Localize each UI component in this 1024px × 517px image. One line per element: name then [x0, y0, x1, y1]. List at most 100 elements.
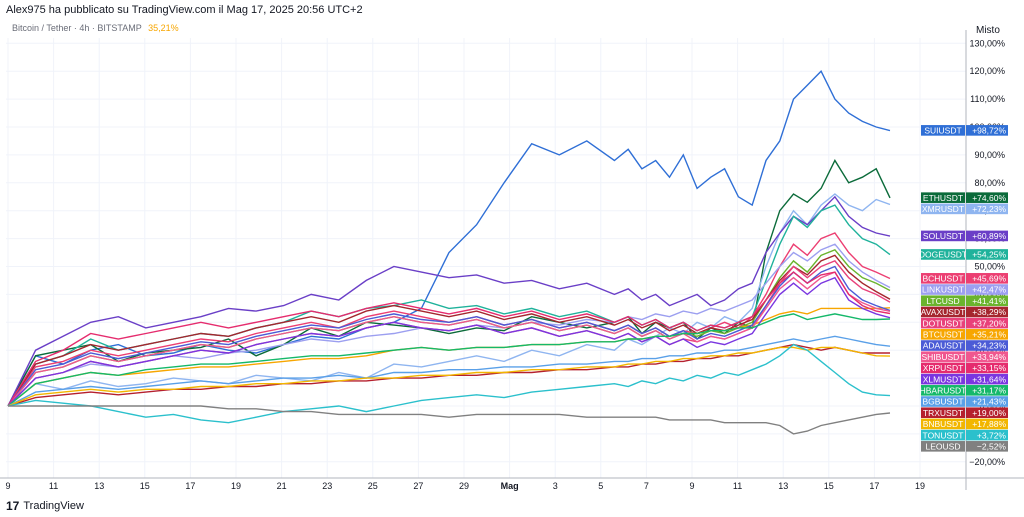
series-name-label: HBARUSDT — [920, 386, 967, 396]
x-tick-label: 27 — [413, 481, 423, 491]
series-value-tag — [966, 351, 1008, 363]
series-name-tag — [921, 306, 965, 318]
x-tick-label: 9 — [5, 481, 10, 491]
x-tick-label: 13 — [94, 481, 104, 491]
x-tick-label: 19 — [915, 481, 925, 491]
symbol-name: Bitcoin / Tether · 4h · BITSTAMP — [12, 23, 142, 33]
series-line-shibusdt — [7, 271, 891, 407]
x-tick-label: 17 — [869, 481, 879, 491]
y-tick-label: 50,00% — [974, 262, 1005, 272]
published-header: Alex975 ha pubblicato su TradingView.com… — [6, 4, 363, 16]
symbol-info[interactable]: Bitcoin / Tether · 4h · BITSTAMP 35,21% — [12, 23, 179, 33]
x-tick-label: 9 — [689, 481, 694, 491]
x-tick-label: 11 — [733, 481, 742, 491]
series-name-label: BTCUSDT — [923, 330, 963, 340]
series-name-label: BCHUSDT — [922, 274, 963, 284]
series-value-label: +17,88% — [972, 419, 1006, 429]
series-name-label: LINKUSDT — [922, 285, 964, 295]
series-value-tag — [966, 385, 1008, 396]
series-name-label: DOTUSDT — [922, 318, 963, 328]
series-line-linkusdt — [7, 243, 891, 407]
x-tick-label: 19 — [231, 481, 241, 491]
x-tick-label: 17 — [185, 481, 195, 491]
series-value-tag — [966, 373, 1008, 385]
series-value-tag — [966, 317, 1008, 329]
series-value-tag — [966, 441, 1008, 452]
series-value-label: +98,72% — [972, 126, 1006, 136]
tradingview-footer: 17 TradingView — [6, 499, 84, 513]
series-name-label: AVAXUSDT — [921, 307, 966, 317]
series-line-ltcusd — [7, 248, 891, 407]
x-tick-label: 25 — [368, 481, 378, 491]
series-name-tag — [921, 362, 965, 374]
series-line-ethusdt — [7, 159, 891, 407]
y-tick-label: 90,00% — [974, 150, 1005, 160]
x-tick-label: Mag — [501, 481, 519, 491]
tradingview-logo-icon: 17 — [6, 499, 20, 513]
series-name-label: BNBUSDT — [923, 419, 964, 429]
brand-name: TradingView — [23, 500, 84, 512]
series-value-label: +41,41% — [972, 296, 1006, 306]
symbol-change: 35,21% — [148, 23, 179, 33]
x-tick-label: 15 — [824, 481, 834, 491]
y-tick-label: 110,00% — [970, 94, 1005, 104]
series-name-tag — [921, 125, 965, 136]
series-value-tag — [966, 230, 1008, 242]
x-tick-label: 21 — [277, 481, 287, 491]
series-name-tag — [921, 385, 965, 396]
series-value-label: +31,17% — [972, 386, 1006, 396]
x-tick-label: 5 — [598, 481, 603, 491]
series-name-label: TONUSDT — [923, 430, 964, 440]
series-name-tag — [921, 295, 965, 307]
series-name-label: DOGEUSDT — [919, 250, 967, 260]
series-value-tag — [966, 192, 1008, 203]
series-line-tonusdt — [7, 343, 891, 424]
series-value-label: +74,60% — [972, 193, 1006, 203]
series-name-tag — [921, 192, 965, 203]
series-value-label: +31,64% — [972, 374, 1006, 384]
series-value-tag — [966, 396, 1008, 407]
series-value-label: +34,23% — [972, 341, 1006, 351]
series-value-tag — [966, 362, 1008, 374]
y-tick-label: 80,00% — [974, 178, 1005, 188]
series-value-label: +33,15% — [972, 363, 1006, 373]
series-name-label: LTCUSD — [926, 296, 959, 306]
series-value-label: +21,43% — [972, 397, 1006, 407]
series-line-xrpusdt — [7, 271, 891, 407]
series-value-tag — [966, 340, 1008, 351]
series-value-tag — [966, 306, 1008, 318]
series-value-tag — [966, 429, 1008, 441]
series-line-hbarusdt — [7, 313, 891, 407]
series-name-label: ADAUSDT — [923, 341, 964, 351]
series-line-adausdt — [7, 265, 891, 407]
series-name-tag — [921, 317, 965, 329]
y-tick-label: 120,00% — [969, 66, 1005, 76]
x-tick-label: 15 — [140, 481, 150, 491]
series-value-label: +38,29% — [972, 307, 1006, 317]
series-name-label: TRXUSDT — [923, 408, 963, 418]
series-name-tag — [921, 429, 965, 441]
series-name-label: BGBUSDT — [922, 397, 963, 407]
series-line-bnbusdt — [7, 346, 891, 407]
x-tick-label: 13 — [778, 481, 788, 491]
series-value-label: +35,21% — [972, 330, 1006, 340]
series-value-tag — [966, 125, 1008, 136]
series-value-tag — [966, 249, 1008, 260]
series-value-tag — [966, 295, 1008, 307]
series-name-label: XRPUSDT — [923, 363, 964, 373]
series-name-tag — [921, 441, 965, 452]
y-tick-label: −20,00% — [969, 457, 1005, 467]
series-name-tag — [921, 284, 965, 295]
series-name-label: SOLUSDT — [923, 231, 963, 241]
series-value-tag — [966, 329, 1008, 340]
scale-mode-label[interactable]: Misto — [976, 25, 1000, 36]
series-value-label: +19,00% — [972, 408, 1006, 418]
series-value-label: +3,72% — [977, 430, 1007, 440]
x-tick-label: 3 — [553, 481, 558, 491]
series-value-label: +42,47% — [972, 285, 1006, 295]
series-value-tag — [966, 407, 1008, 419]
x-tick-label: 11 — [49, 481, 58, 491]
series-value-label: +54,25% — [972, 250, 1006, 260]
series-value-label: +45,69% — [972, 274, 1006, 284]
